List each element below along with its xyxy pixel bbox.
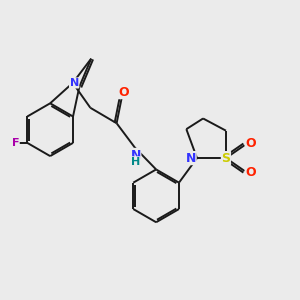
Text: N: N — [186, 152, 196, 165]
Text: O: O — [245, 166, 256, 179]
Text: O: O — [245, 137, 256, 150]
Text: N: N — [130, 148, 141, 162]
Text: H: H — [131, 157, 140, 167]
Text: F: F — [12, 138, 19, 148]
Text: N: N — [70, 78, 79, 88]
Text: S: S — [221, 152, 230, 165]
Text: O: O — [118, 85, 129, 99]
